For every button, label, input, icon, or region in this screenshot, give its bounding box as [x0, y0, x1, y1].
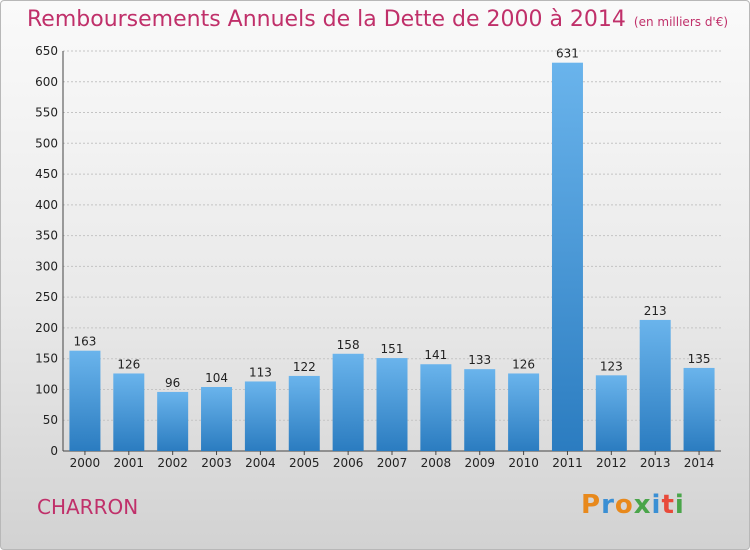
y-tick-label: 250 [35, 290, 58, 304]
value-label-2013: 213 [644, 304, 667, 318]
bar-2011 [551, 62, 583, 451]
x-tick-label: 2005 [289, 456, 320, 470]
value-label-2000: 163 [73, 335, 96, 349]
value-label-2001: 126 [117, 357, 140, 371]
y-tick-label: 350 [35, 229, 58, 243]
value-label-2008: 141 [424, 348, 447, 362]
bar-2007 [376, 358, 408, 451]
bar-2012 [595, 375, 627, 451]
logo-letter: r [601, 490, 615, 520]
y-tick-label: 150 [35, 352, 58, 366]
logo-letter: i [651, 490, 662, 520]
y-tick-label: 550 [35, 106, 58, 120]
y-tick-label: 500 [35, 136, 58, 150]
logo-letter: P [581, 490, 602, 520]
value-label-2009: 133 [468, 353, 491, 367]
value-label-2012: 123 [600, 359, 623, 373]
chart-title: Remboursements Annuels de la Dette de 20… [27, 7, 729, 32]
value-label-2004: 113 [249, 365, 272, 379]
bar-2008 [420, 364, 452, 451]
x-tick-label: 2003 [201, 456, 232, 470]
logo-letter: t [661, 490, 675, 520]
bar-2005 [288, 375, 320, 451]
x-tick-label: 2012 [596, 456, 627, 470]
bar-chart: 0 50 100 150 200 250 300 350 400 450 500 550 600 650 2… [35, 44, 721, 470]
value-label-2002: 96 [165, 376, 180, 390]
bar-2014 [683, 367, 715, 451]
value-label-2010: 126 [512, 357, 535, 371]
x-tick-label: 2009 [464, 456, 495, 470]
y-tick-label: 650 [35, 44, 58, 58]
x-tick-label: 2001 [114, 456, 145, 470]
x-tick-label: 2010 [508, 456, 539, 470]
bar-2003 [201, 387, 233, 451]
x-tick-label: 2011 [552, 456, 583, 470]
y-tick-label: 300 [35, 259, 58, 273]
bar-2006 [332, 353, 364, 451]
x-tick-label: 2014 [684, 456, 715, 470]
x-tick-label: 2004 [245, 456, 276, 470]
bar-2004 [244, 381, 276, 451]
value-label-2006: 158 [337, 338, 360, 352]
proxiti-logo: Proxiti [581, 490, 685, 520]
value-label-2007: 151 [381, 342, 404, 356]
logo-letter: o [614, 490, 634, 520]
x-tick-label: 2000 [70, 456, 101, 470]
y-tick-label: 50 [43, 413, 58, 427]
x-tick-label: 2002 [157, 456, 188, 470]
bar-2002 [157, 391, 189, 451]
y-tick-label: 0 [50, 444, 58, 458]
bar-2010 [508, 373, 540, 451]
x-tick-label: 2008 [421, 456, 452, 470]
y-tick-label: 600 [35, 75, 58, 89]
y-tick-label: 200 [35, 321, 58, 335]
value-label-2005: 122 [293, 360, 316, 374]
city-name: CHARRON [37, 495, 139, 519]
logo-letter: x [633, 490, 652, 520]
y-tick-label: 400 [35, 198, 58, 212]
x-tick-label: 2013 [640, 456, 671, 470]
bar-2009 [464, 369, 496, 451]
value-label-2011: 631 [556, 47, 579, 61]
value-label-2014: 135 [688, 352, 711, 366]
bar-2001 [113, 373, 145, 451]
y-tick-label: 100 [35, 382, 58, 396]
value-label-2003: 104 [205, 371, 228, 385]
bar-2000 [69, 350, 101, 451]
logo-letter: i [674, 490, 685, 520]
x-tick-label: 2007 [377, 456, 408, 470]
unit-label: (en milliers d'€) [633, 15, 729, 29]
x-tick-label: 2006 [333, 456, 364, 470]
y-tick-label: 450 [35, 167, 58, 181]
bar-2013 [639, 319, 671, 451]
